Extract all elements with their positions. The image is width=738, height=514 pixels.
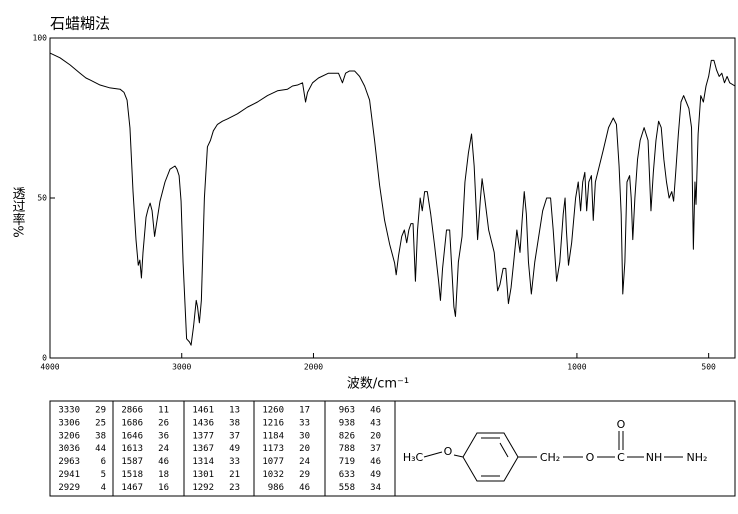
- peak-transmittance: 44: [95, 444, 106, 454]
- peak-transmittance: 37: [370, 444, 381, 454]
- structure-group: O: [586, 451, 595, 464]
- peak-transmittance: 33: [229, 457, 240, 467]
- peak-wavenumber: 633: [339, 470, 355, 480]
- structure-bonds: [423, 431, 683, 482]
- peak-transmittance: 49: [370, 470, 381, 480]
- peak-wavenumber: 1367: [192, 444, 214, 454]
- x-axis-label: 波数/cm⁻¹: [347, 377, 409, 392]
- peak-wavenumber: 1436: [192, 418, 214, 428]
- x-tick-label: 1000: [567, 363, 586, 372]
- peak-wavenumber: 1613: [121, 444, 143, 454]
- peak-wavenumber: 558: [339, 483, 355, 493]
- peak-wavenumber: 986: [268, 483, 284, 493]
- peak-transmittance: 25: [95, 418, 106, 428]
- peak-transmittance: 13: [229, 406, 240, 416]
- structure-group: CH₂: [540, 451, 560, 464]
- table-dividers: [112, 401, 396, 496]
- peak-transmittance: 46: [158, 457, 169, 467]
- structure-group: C: [617, 451, 625, 464]
- peak-transmittance: 46: [370, 406, 381, 416]
- peak-transmittance: 11: [158, 406, 169, 416]
- peak-wavenumber: 2941: [58, 470, 80, 480]
- peak-transmittance: 6: [101, 457, 106, 467]
- peak-transmittance: 26: [158, 418, 169, 428]
- peak-wavenumber: 1077: [262, 457, 284, 467]
- y-tick-label: 0: [42, 354, 47, 363]
- peak-wavenumber: 1032: [262, 470, 284, 480]
- peak-transmittance: 38: [95, 431, 106, 441]
- peak-transmittance: 33: [299, 418, 310, 428]
- structure-group: O: [444, 445, 453, 458]
- peak-wavenumber: 1292: [192, 483, 214, 493]
- peak-transmittance: 38: [229, 418, 240, 428]
- peak-transmittance: 4: [101, 483, 106, 493]
- peak-transmittance: 30: [299, 431, 310, 441]
- peak-wavenumber: 3206: [58, 431, 80, 441]
- peak-transmittance: 49: [229, 444, 240, 454]
- peak-transmittance: 36: [158, 431, 169, 441]
- peak-transmittance: 20: [299, 444, 310, 454]
- peak-wavenumber: 788: [339, 444, 355, 454]
- peak-transmittance: 29: [299, 470, 310, 480]
- peak-wavenumber: 2929: [58, 483, 80, 493]
- y-tick-label: 50: [37, 194, 47, 203]
- structure-group: NH: [646, 451, 663, 464]
- x-tick-label: 500: [701, 363, 716, 372]
- peak-wavenumber: 826: [339, 431, 355, 441]
- peak-transmittance: 16: [158, 483, 169, 493]
- chart-title: 石蜡糊法: [50, 15, 110, 33]
- peak-wavenumber: 1377: [192, 431, 214, 441]
- structure-group: H₃C: [403, 451, 424, 464]
- peak-transmittance: 21: [229, 470, 240, 480]
- peak-wavenumber: 3306: [58, 418, 80, 428]
- peak-wavenumber: 1184: [262, 431, 284, 441]
- x-tick-label: 3000: [172, 363, 191, 372]
- peak-wavenumber: 1646: [121, 431, 143, 441]
- peak-wavenumber: 3036: [58, 444, 80, 454]
- peak-wavenumber: 1461: [192, 406, 214, 416]
- peak-transmittance: 23: [229, 483, 240, 493]
- structure-group: O: [617, 418, 626, 431]
- structure-group: NH₂: [687, 451, 708, 464]
- peak-wavenumber: 1301: [192, 470, 214, 480]
- peak-transmittance: 5: [101, 470, 106, 480]
- peak-transmittance: 46: [370, 457, 381, 467]
- plot-frame: [49, 37, 736, 359]
- peak-wavenumber: 3330: [58, 406, 80, 416]
- peak-wavenumber: 1467: [121, 483, 143, 493]
- peak-wavenumber: 1314: [192, 457, 214, 467]
- y-axis-label: 透过率%: [10, 186, 26, 237]
- peak-wavenumber: 963: [339, 406, 355, 416]
- peak-transmittance: 37: [229, 431, 240, 441]
- peak-wavenumber: 1260: [262, 406, 284, 416]
- peak-transmittance: 29: [95, 406, 106, 416]
- peak-transmittance: 24: [158, 444, 169, 454]
- peak-wavenumber: 2963: [58, 457, 80, 467]
- peak-wavenumber: 938: [339, 418, 355, 428]
- peak-transmittance: 17: [299, 406, 310, 416]
- peak-wavenumber: 1173: [262, 444, 284, 454]
- peak-transmittance: 46: [299, 483, 310, 493]
- peak-wavenumber: 1587: [121, 457, 143, 467]
- peak-wavenumber: 719: [339, 457, 355, 467]
- spectrum-line: [49, 52, 736, 346]
- peak-transmittance: 43: [370, 418, 381, 428]
- peak-wavenumber: 1518: [121, 470, 143, 480]
- peak-transmittance: 18: [158, 470, 169, 480]
- x-tick-label: 2000: [304, 363, 323, 372]
- table-frame: [49, 400, 736, 497]
- y-tick-label: 100: [33, 34, 48, 43]
- peak-transmittance: 20: [370, 431, 381, 441]
- peak-transmittance: 24: [299, 457, 310, 467]
- peak-wavenumber: 1216: [262, 418, 284, 428]
- x-tick-label: 4000: [40, 363, 59, 372]
- peak-wavenumber: 2866: [121, 406, 143, 416]
- peak-transmittance: 34: [370, 483, 381, 493]
- peak-wavenumber: 1686: [121, 418, 143, 428]
